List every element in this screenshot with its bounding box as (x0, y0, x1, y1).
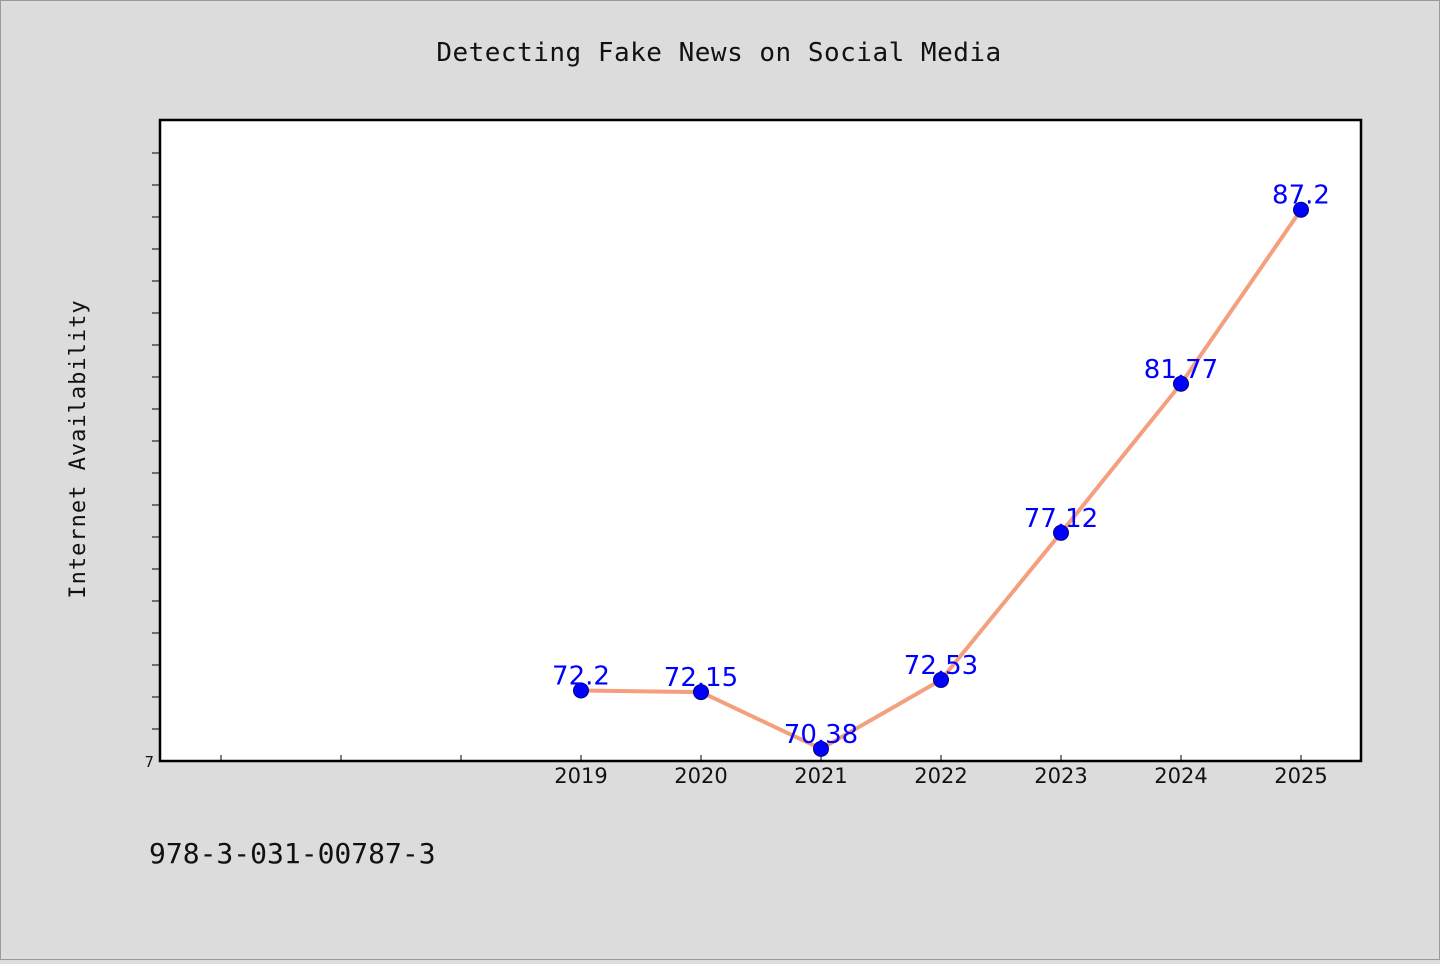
data-point (573, 682, 589, 699)
data-point (933, 671, 949, 688)
x-axis-ticks: 2019 2020 2021 2022 2023 2024 2025 (220, 755, 1328, 788)
series-layer (573, 201, 1309, 757)
data-point (693, 684, 709, 701)
data-label: 81.77 (1144, 355, 1218, 385)
chart-title: Detecting Fake News on Social Media (436, 38, 1001, 68)
data-label: 72.53 (904, 651, 978, 681)
y-tick-label: 7 (144, 753, 154, 771)
data-label: 87.2 (1272, 181, 1330, 211)
data-point (1053, 524, 1069, 541)
data-point (1293, 201, 1309, 218)
data-label: 70.38 (784, 720, 858, 750)
x-tick-label: 2019 (554, 764, 607, 788)
footer-isbn: 978-3-031-00787-3 (149, 837, 436, 870)
x-tick-label: 2023 (1034, 764, 1087, 788)
x-tick-label: 2024 (1154, 764, 1207, 788)
x-tick-label: 2025 (1274, 764, 1327, 788)
x-tick-label: 2022 (914, 764, 967, 788)
y-axis-label: Internet Availability (66, 299, 91, 598)
plot-area (158, 118, 1363, 763)
data-label: 72.2 (552, 661, 610, 691)
y-axis-ticks: 7 (144, 152, 160, 771)
data-label: 72.15 (664, 663, 738, 693)
data-point (1173, 375, 1189, 392)
data-label: 77.12 (1024, 504, 1098, 534)
data-point (813, 740, 829, 757)
x-tick-label: 2021 (794, 764, 847, 788)
data-label-layer: 72.2 72.15 70.38 72.53 77.12 81.77 87.2 (552, 181, 1330, 750)
x-tick-label: 2020 (674, 764, 727, 788)
